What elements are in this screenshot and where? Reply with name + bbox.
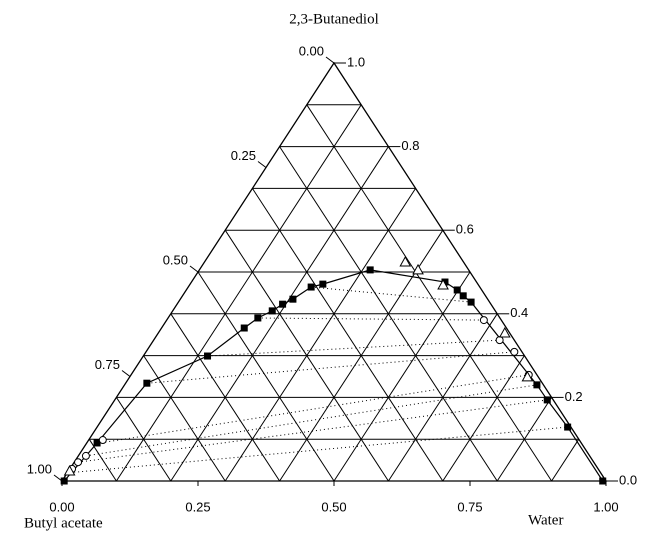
right-tick-label: 1.0 xyxy=(347,54,365,69)
tie-line xyxy=(97,374,529,444)
square-point xyxy=(453,286,461,294)
bottom-tick-label: 0.00 xyxy=(49,499,74,514)
square-point xyxy=(459,292,467,300)
left-vertex-label: Butyl acetate xyxy=(24,515,103,531)
square-point xyxy=(254,314,262,322)
grid-line xyxy=(88,438,117,482)
square-point xyxy=(599,477,607,485)
square-point xyxy=(204,352,212,360)
left-tick-label: 0.50 xyxy=(163,252,188,267)
left-tick-label: 0.00 xyxy=(299,43,324,58)
bottom-tick-label: 1.00 xyxy=(593,499,618,514)
grid-line xyxy=(496,397,553,482)
right-tick-label: 0.8 xyxy=(401,138,419,153)
grid-line xyxy=(306,104,553,482)
top-vertex-label: 2,3-Butanediol xyxy=(289,11,379,27)
grid-line xyxy=(551,438,580,482)
bottom-tick-label: 0.75 xyxy=(457,499,482,514)
tie-line xyxy=(77,399,548,463)
square-point xyxy=(268,307,276,315)
square-point xyxy=(319,280,327,288)
tie-line xyxy=(70,426,568,474)
grid-line xyxy=(115,397,172,482)
square-point xyxy=(366,266,374,274)
circle-point xyxy=(81,451,90,460)
right-tick-label: 0.6 xyxy=(456,222,474,237)
square-point xyxy=(240,324,248,332)
triangle-point xyxy=(521,370,534,382)
circle-point xyxy=(98,436,107,445)
binodal-curve xyxy=(63,269,604,482)
tie-line xyxy=(147,351,515,384)
tie-line xyxy=(311,286,472,303)
grid-line xyxy=(251,188,444,482)
right-tick-label: 0.4 xyxy=(510,305,528,320)
triangle-point xyxy=(63,464,76,476)
grid-line xyxy=(143,355,226,482)
circle-point xyxy=(495,336,504,345)
triangle-point xyxy=(399,255,412,267)
circle-point xyxy=(479,316,488,325)
grid-line xyxy=(115,104,362,482)
square-point xyxy=(93,439,101,447)
grid-line xyxy=(333,271,471,482)
right-tick-label: 0.2 xyxy=(565,389,583,404)
triangle-point xyxy=(437,278,449,290)
left-tick-label: 0.25 xyxy=(231,148,256,163)
square-point xyxy=(533,381,541,389)
grid-line xyxy=(170,313,281,482)
grid-line xyxy=(197,271,335,482)
circle-point xyxy=(510,347,519,356)
tick-mark xyxy=(257,161,267,168)
square-point xyxy=(279,300,287,308)
tick-mark xyxy=(121,370,131,377)
tie-line xyxy=(85,384,537,457)
grid-line xyxy=(387,313,498,482)
tick-mark xyxy=(189,265,199,273)
grid-line xyxy=(224,188,417,482)
square-point xyxy=(441,278,449,286)
circle-point xyxy=(74,458,83,467)
square-point xyxy=(564,423,572,431)
bottom-tick-label: 0.50 xyxy=(321,499,346,514)
square-point xyxy=(467,298,475,306)
bottom-tick-label: 0.25 xyxy=(185,499,210,514)
triangle-point xyxy=(412,263,424,275)
tick-mark xyxy=(325,56,335,64)
square-point xyxy=(289,295,297,303)
square-point xyxy=(60,477,68,485)
square-point xyxy=(307,283,315,291)
tie-line xyxy=(257,317,484,321)
square-point xyxy=(543,396,551,404)
triangle-point xyxy=(498,326,511,338)
grid-line xyxy=(442,355,525,482)
tick-mark xyxy=(53,474,63,482)
right-tick-label: 0.0 xyxy=(619,472,637,487)
tie-line xyxy=(207,339,500,357)
square-point xyxy=(143,379,151,387)
right-vertex-label: Water xyxy=(528,512,563,528)
left-tick-label: 1.00 xyxy=(27,461,52,476)
left-tick-label: 0.75 xyxy=(95,357,120,372)
